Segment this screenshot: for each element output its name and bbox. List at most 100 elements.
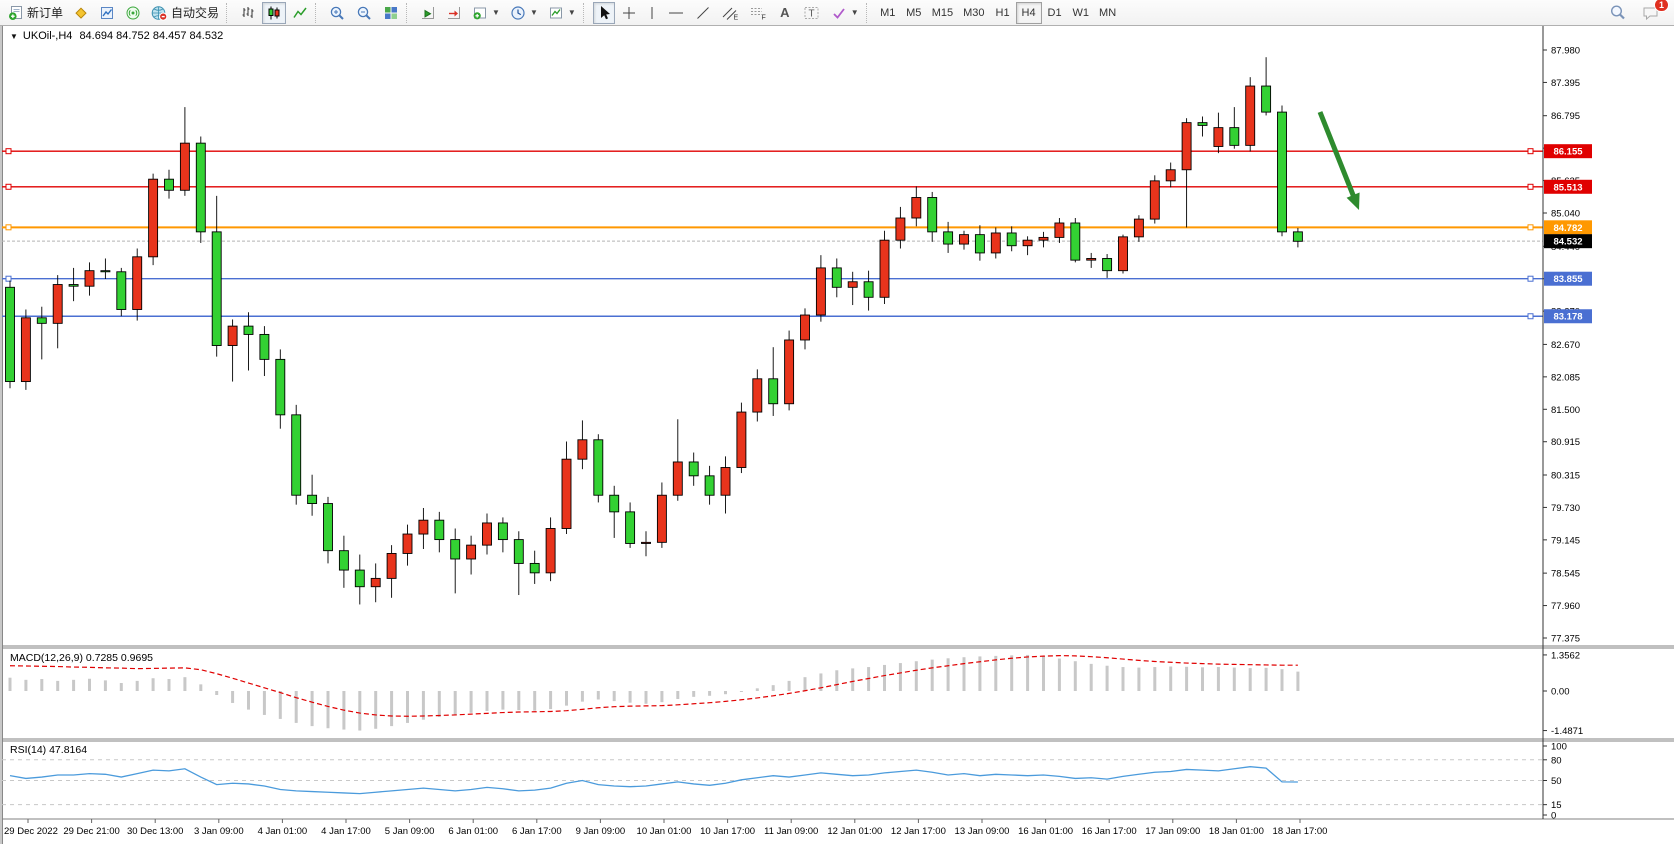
chevron-down-icon: ▼ bbox=[529, 8, 538, 17]
horizontal-line-button[interactable] bbox=[663, 2, 689, 24]
tile-windows-button[interactable] bbox=[379, 2, 403, 24]
svg-text:3 Jan 09:00: 3 Jan 09:00 bbox=[194, 826, 244, 837]
bar-chart-icon bbox=[240, 5, 256, 21]
crosshair-button[interactable] bbox=[617, 2, 641, 24]
tile-windows-icon bbox=[383, 5, 399, 21]
zoom-in-button[interactable] bbox=[325, 2, 350, 24]
timeframe-h4-button[interactable]: H4 bbox=[1015, 1, 1042, 24]
chart-title: ▼ UKOil-,H4 84.694 84.752 84.457 84.532 bbox=[10, 30, 223, 42]
toolbar-separator bbox=[582, 2, 590, 23]
autotrading-icon bbox=[151, 5, 168, 21]
equidistant-channel-button[interactable]: E bbox=[717, 2, 743, 24]
svg-text:9 Jan 09:00: 9 Jan 09:00 bbox=[576, 826, 626, 837]
templates-button[interactable]: ▼ bbox=[544, 2, 580, 24]
timeframe-h1-button[interactable]: H1 bbox=[990, 2, 1016, 24]
fibonacci-button[interactable]: F bbox=[745, 2, 771, 24]
price-chart-canvas[interactable]: 87.98087.39586.79586.21085.62585.04084.4… bbox=[2, 26, 1674, 844]
svg-text:10 Jan 17:00: 10 Jan 17:00 bbox=[700, 826, 755, 837]
svg-text:29 Dec 21:00: 29 Dec 21:00 bbox=[63, 826, 120, 837]
cursor-button[interactable] bbox=[592, 1, 615, 24]
vertical-line-icon bbox=[647, 5, 657, 21]
timeframe-m1-button[interactable]: M1 bbox=[875, 2, 901, 24]
new-order-icon bbox=[8, 5, 24, 21]
svg-text:83.855: 83.855 bbox=[1553, 274, 1583, 285]
auto-scroll-button[interactable] bbox=[416, 2, 440, 24]
notifications-button[interactable]: 1 bbox=[1638, 0, 1669, 24]
candlestick-chart-button[interactable] bbox=[262, 1, 287, 24]
timeframe-mn-button[interactable]: MN bbox=[1094, 2, 1121, 24]
svg-text:F: F bbox=[761, 14, 765, 21]
horizontal-line-icon bbox=[667, 5, 685, 21]
market-watch-button[interactable] bbox=[95, 2, 119, 24]
periods-button[interactable]: ▼ bbox=[506, 2, 542, 24]
channel-icon: E bbox=[721, 5, 739, 21]
timeframe-m15-button[interactable]: M15 bbox=[927, 2, 958, 24]
periods-clock-icon bbox=[510, 5, 526, 21]
svg-text:18 Jan 17:00: 18 Jan 17:00 bbox=[1273, 826, 1328, 837]
bar-chart-button[interactable] bbox=[236, 2, 260, 24]
timeframe-d1-button[interactable]: D1 bbox=[1042, 2, 1068, 24]
svg-text:18 Jan 01:00: 18 Jan 01:00 bbox=[1209, 826, 1264, 837]
line-chart-icon bbox=[292, 5, 308, 21]
chart-ohlc-values: 84.694 84.752 84.457 84.532 bbox=[79, 30, 224, 42]
svg-text:4 Jan 17:00: 4 Jan 17:00 bbox=[321, 826, 371, 837]
svg-text:11 Jan 09:00: 11 Jan 09:00 bbox=[764, 826, 818, 837]
new-order-label: 新订单 bbox=[27, 6, 64, 20]
svg-text:10 Jan 01:00: 10 Jan 01:00 bbox=[637, 826, 692, 837]
chart-shift-button[interactable] bbox=[442, 2, 466, 24]
timeframe-m5-button[interactable]: M5 bbox=[901, 2, 927, 24]
indicators-icon bbox=[472, 5, 488, 21]
text-label-button[interactable]: T bbox=[799, 2, 825, 24]
signals-button[interactable] bbox=[121, 2, 145, 24]
line-chart-button[interactable] bbox=[288, 2, 312, 24]
chevron-down-icon: ▼ bbox=[850, 8, 859, 17]
timeframe-w1-button[interactable]: W1 bbox=[1068, 2, 1095, 24]
timeframe-group: M1 M5 M15 M30 H1 H4 D1 W1 MN bbox=[875, 0, 1121, 25]
svg-text:4 Jan 01:00: 4 Jan 01:00 bbox=[258, 826, 308, 837]
new-order-button[interactable]: 新订单 bbox=[4, 2, 67, 24]
svg-text:5 Jan 09:00: 5 Jan 09:00 bbox=[385, 826, 435, 837]
toolbar-separator bbox=[226, 2, 233, 23]
chart-symbol-period: UKOil-,H4 bbox=[22, 30, 73, 42]
svg-text:15: 15 bbox=[1551, 800, 1562, 811]
indicators-button[interactable]: ▼ bbox=[468, 2, 504, 24]
scroll-group: ▼ ▼ ▼ bbox=[415, 0, 581, 25]
svg-text:30 Dec 13:00: 30 Dec 13:00 bbox=[127, 826, 184, 837]
toolbar-right-icons: 1 bbox=[1604, 0, 1671, 24]
metaeditor-icon bbox=[73, 5, 89, 21]
svg-text:100: 100 bbox=[1551, 742, 1567, 753]
text-button[interactable]: A bbox=[773, 2, 797, 24]
trendline-button[interactable] bbox=[691, 2, 715, 24]
auto-scroll-icon bbox=[420, 5, 436, 21]
vertical-line-button[interactable] bbox=[643, 2, 661, 24]
svg-text:82.085: 82.085 bbox=[1551, 372, 1580, 383]
toolbar-separator bbox=[865, 2, 873, 23]
fibonacci-icon: F bbox=[749, 5, 767, 21]
autotrading-button[interactable]: 自动交易 bbox=[147, 2, 223, 24]
svg-text:87.395: 87.395 bbox=[1551, 78, 1580, 89]
svg-text:84.782: 84.782 bbox=[1553, 223, 1582, 234]
svg-text:86.155: 86.155 bbox=[1553, 147, 1583, 158]
collapse-triangle-icon[interactable]: ▼ bbox=[10, 31, 18, 41]
svg-text:78.545: 78.545 bbox=[1551, 569, 1580, 580]
svg-text:85.040: 85.040 bbox=[1551, 209, 1580, 220]
zoom-out-button[interactable] bbox=[352, 2, 377, 24]
chevron-down-icon: ▼ bbox=[492, 8, 500, 17]
search-icon bbox=[1609, 4, 1626, 21]
svg-text:29 Dec 2022: 29 Dec 2022 bbox=[4, 826, 58, 837]
toolbar: 新订单 自动交易 bbox=[0, 0, 1674, 26]
metaeditor-button[interactable] bbox=[69, 2, 93, 24]
svg-text:77.960: 77.960 bbox=[1551, 601, 1580, 612]
drawing-tools-group: E F A T ▼ bbox=[592, 0, 864, 25]
crosshair-icon bbox=[621, 5, 637, 21]
cursor-icon bbox=[597, 5, 611, 21]
trade-group: 新订单 自动交易 bbox=[3, 0, 224, 25]
arrows-button[interactable]: ▼ bbox=[827, 2, 863, 24]
candlestick-chart-icon bbox=[266, 5, 282, 21]
search-button[interactable] bbox=[1605, 2, 1630, 24]
signals-icon bbox=[125, 5, 141, 21]
text-icon: A bbox=[780, 5, 790, 20]
svg-text:86.795: 86.795 bbox=[1551, 111, 1580, 122]
timeframe-m30-button[interactable]: M30 bbox=[958, 2, 989, 24]
svg-text:77.375: 77.375 bbox=[1551, 634, 1580, 645]
